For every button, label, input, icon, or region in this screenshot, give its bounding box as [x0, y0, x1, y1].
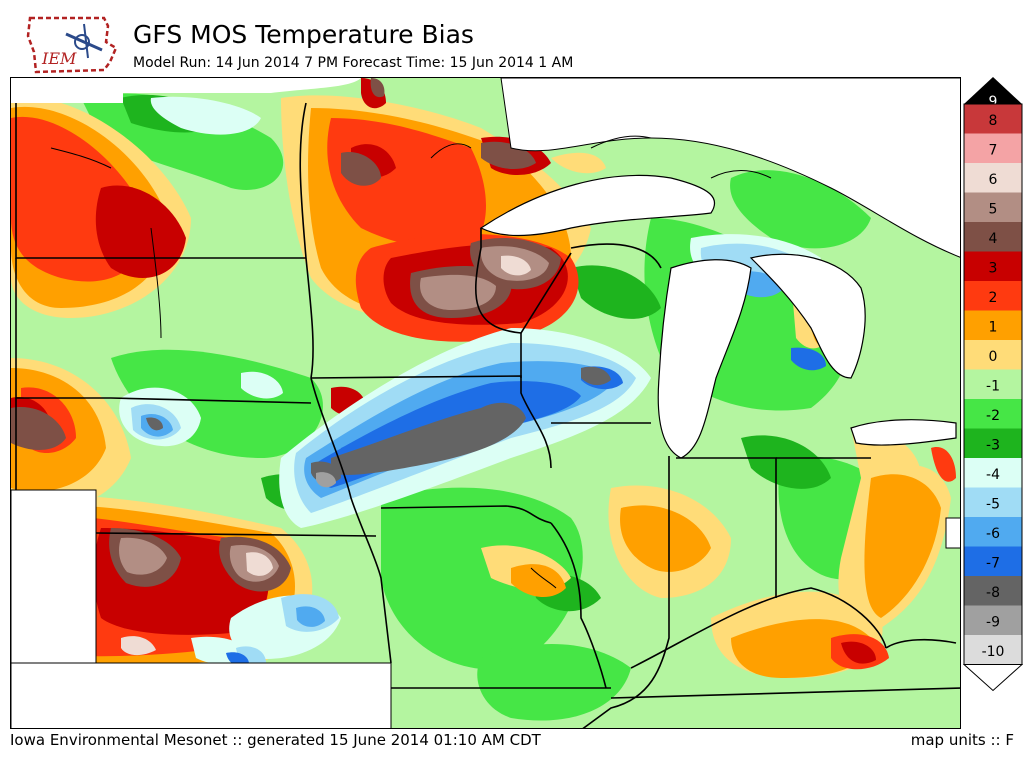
legend-swatch	[964, 369, 1022, 399]
map-title: GFS MOS Temperature Bias	[133, 20, 474, 49]
logo-text: IEM	[41, 49, 77, 68]
iem-logo: IEM	[26, 12, 120, 78]
great-lakes	[479, 174, 957, 459]
legend-label: 5	[989, 201, 998, 217]
legend-swatch	[964, 310, 1022, 340]
legend-label: 4	[989, 231, 998, 247]
state-boundaries	[15, 102, 960, 728]
footer-credit: Iowa Environmental Mesonet :: generated …	[10, 731, 541, 749]
lake-huron	[749, 253, 866, 379]
legend-label: -7	[986, 555, 1000, 571]
legend-swatch	[964, 458, 1022, 488]
legend-label: -2	[986, 408, 1000, 424]
legend-label: -4	[986, 467, 1000, 483]
legend-label: 3	[989, 260, 998, 276]
legend-label: 1	[989, 319, 998, 335]
legend-label: -10	[982, 644, 1005, 660]
legend-label: -8	[986, 585, 1000, 601]
legend-swatch	[964, 428, 1022, 458]
legend-label: -5	[986, 496, 1000, 512]
legend-label: 8	[989, 113, 998, 129]
map-subtitle: Model Run: 14 Jun 2014 7 PM Forecast Tim…	[133, 55, 574, 71]
legend-swatch	[964, 487, 1022, 517]
outside-areas	[11, 78, 960, 728]
pale-pink-areas	[121, 255, 531, 656]
legend-label: 9	[989, 94, 998, 110]
legend-swatch	[964, 635, 1022, 665]
legend-swatch	[964, 104, 1022, 134]
legend-label: 6	[989, 172, 998, 188]
coastlines	[50, 135, 772, 589]
legend-label: -3	[986, 437, 1000, 453]
legend-swatch	[964, 222, 1022, 252]
color-legend: 9 8 7 6 5 4 3 2 1 0 -1 -2 -3 -4 -5 -6 -7 -8 -9 -10	[962, 76, 1024, 692]
legend-swatch	[964, 605, 1022, 635]
map-units: map units :: F	[910, 731, 1014, 749]
temperature-bias-map	[10, 77, 961, 729]
legend-swatch	[964, 281, 1022, 311]
legend-swatch	[964, 133, 1022, 163]
lake-erie	[850, 419, 957, 446]
legend-outline	[963, 103, 1023, 665]
legend-bottom-arrow	[962, 664, 1024, 692]
legend-label: 0	[989, 349, 998, 365]
legend-swatch	[964, 192, 1022, 222]
legend-swatch	[964, 163, 1022, 193]
legend-top-arrow	[964, 77, 1022, 104]
legend-swatch	[964, 517, 1022, 547]
legend-swatch	[964, 340, 1022, 370]
legend-swatch	[964, 546, 1022, 576]
legend-label: -6	[986, 526, 1000, 542]
legend-label: 7	[989, 142, 998, 158]
lake-superior	[479, 174, 716, 237]
legend-swatch	[964, 251, 1022, 281]
legend-label: -1	[986, 378, 1000, 394]
legend-swatch	[964, 576, 1022, 606]
legend-label: -9	[986, 614, 1000, 630]
legend-swatch	[964, 399, 1022, 429]
legend-label: 2	[989, 290, 998, 306]
lake-michigan	[657, 259, 752, 459]
gray-areas	[316, 472, 336, 488]
